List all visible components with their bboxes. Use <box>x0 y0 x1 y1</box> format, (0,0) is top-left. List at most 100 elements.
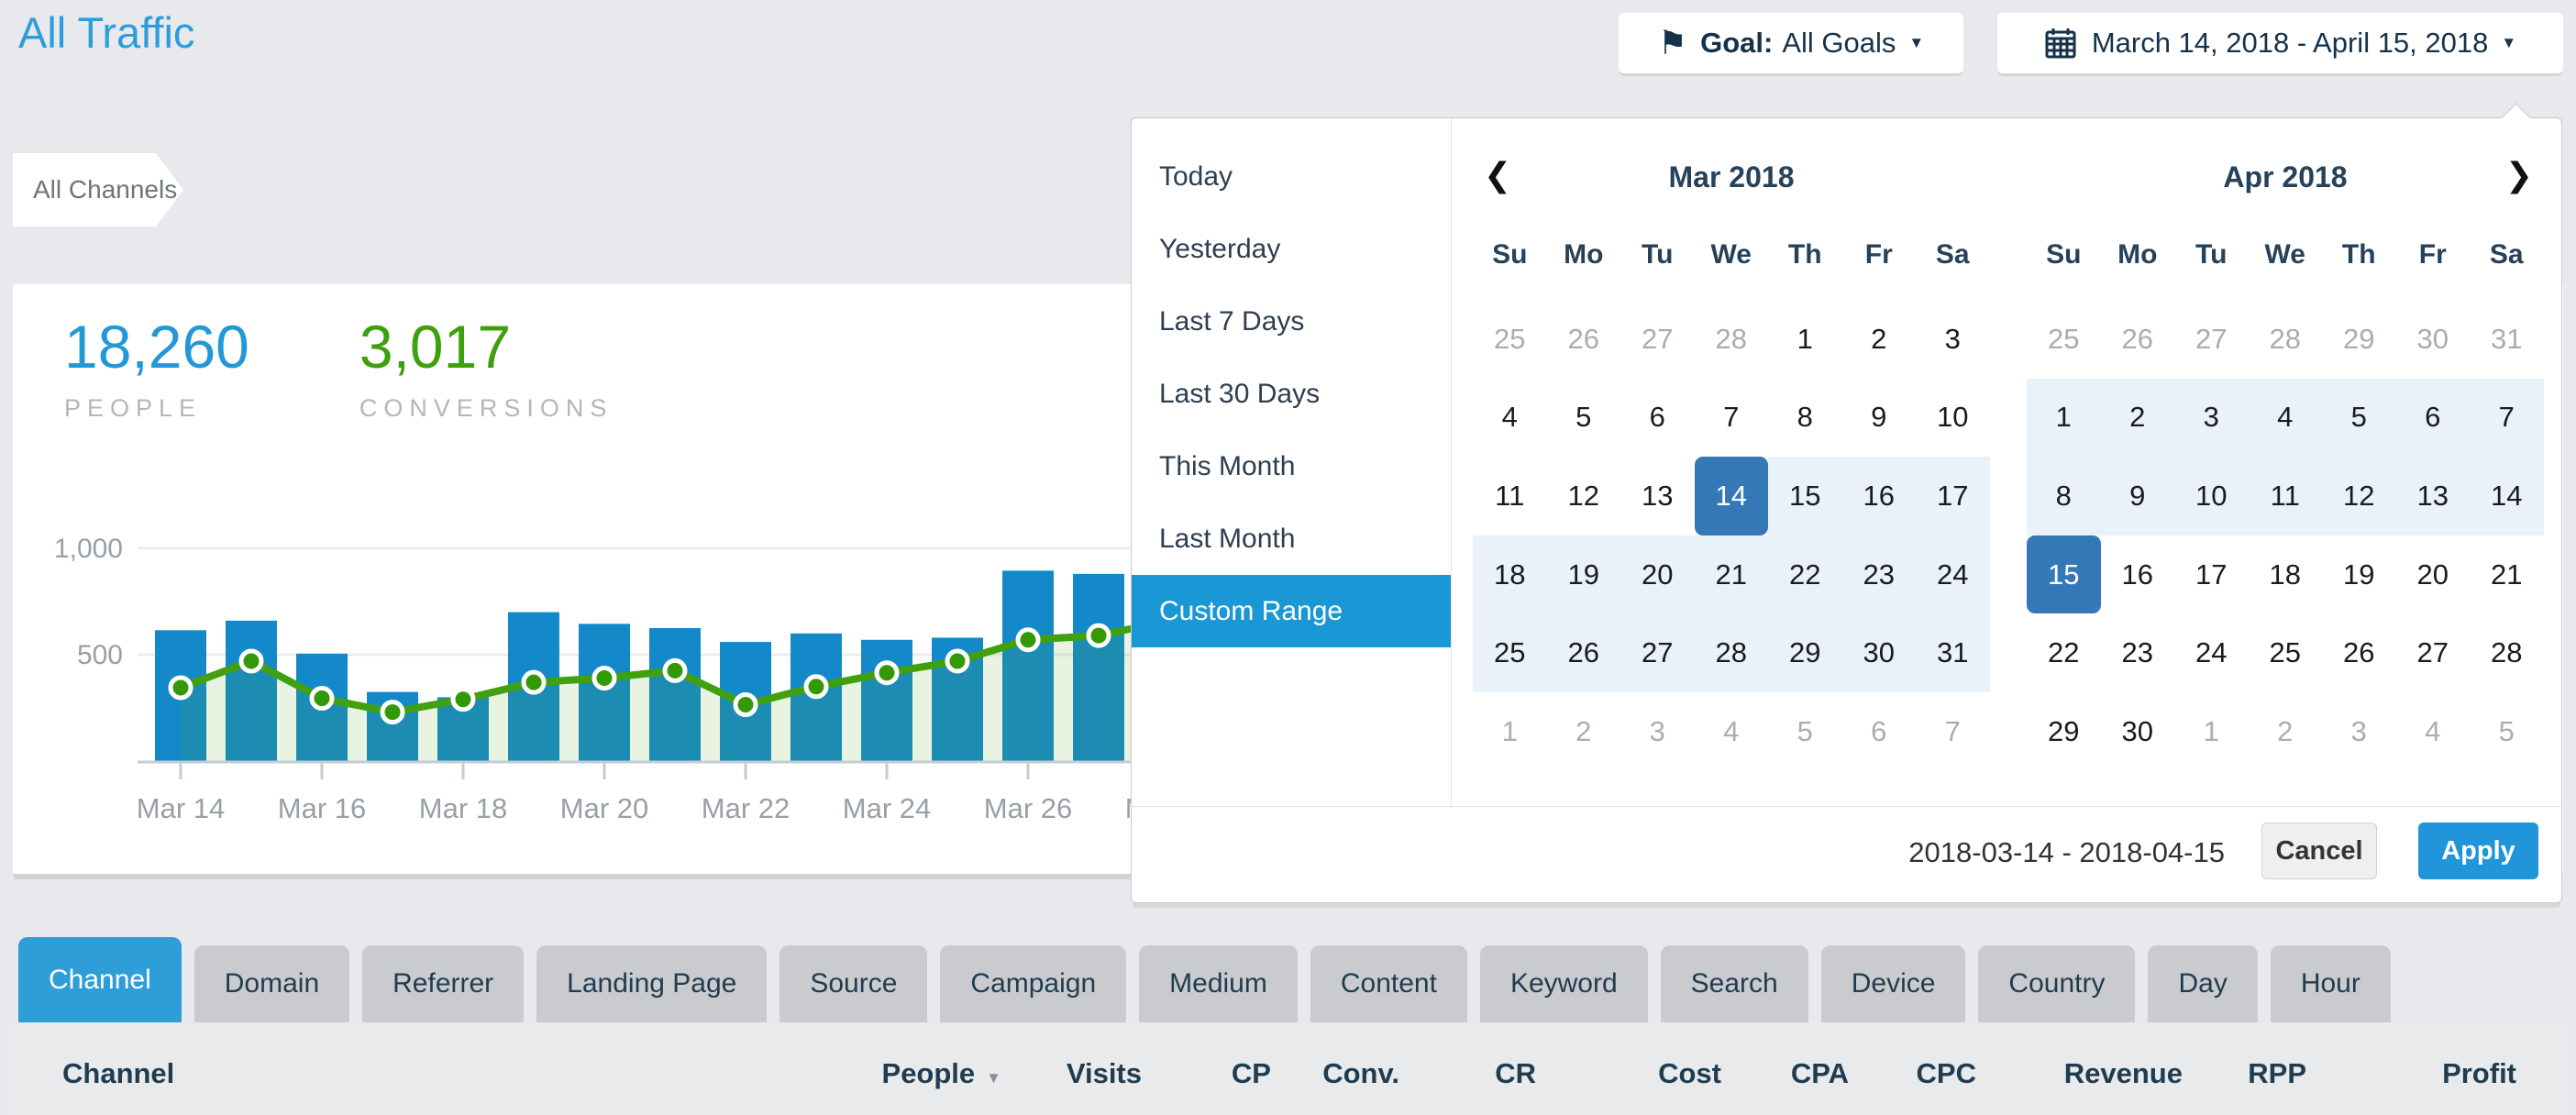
calendar-day[interactable]: 1 <box>1501 714 1518 747</box>
tab-day[interactable]: Day <box>2148 945 2258 1022</box>
calendar-day[interactable]: 14 <box>2470 457 2544 535</box>
calendar-day[interactable]: 1 <box>1797 322 1813 355</box>
calendar-day[interactable]: 4 <box>1723 714 1740 747</box>
preset-today[interactable]: Today <box>1159 160 1233 192</box>
conversions-point[interactable] <box>733 692 758 718</box>
calendar-day[interactable]: 29 <box>2048 714 2080 747</box>
chart-bar[interactable] <box>649 628 701 761</box>
conversions-point[interactable] <box>521 669 547 695</box>
calendar-day[interactable]: 11 <box>1495 479 1525 512</box>
calendar-day[interactable]: 21 <box>2491 558 2523 591</box>
calendar-day[interactable]: 9 <box>1871 401 1887 434</box>
calendar-day[interactable]: 11 <box>2248 457 2322 535</box>
calendar-day[interactable]: 5 <box>2322 378 2396 458</box>
calendar-day[interactable]: 13 <box>1642 479 1674 512</box>
calendar-day[interactable]: 22 <box>1768 535 1842 614</box>
calendar-day[interactable]: 30 <box>2121 714 2153 747</box>
column-header-cp[interactable]: CP <box>1231 1057 1271 1089</box>
calendar-day[interactable]: 28 <box>1715 322 1747 355</box>
calendar-day[interactable]: 13 <box>2395 457 2470 535</box>
calendar-day[interactable]: 5 <box>2498 714 2515 747</box>
conversions-point[interactable] <box>874 660 900 686</box>
tab-domain[interactable]: Domain <box>193 945 350 1022</box>
column-header-channel[interactable]: Channel <box>62 1057 175 1089</box>
conversions-point[interactable] <box>945 648 970 674</box>
calendar-day[interactable]: 25 <box>2048 322 2080 355</box>
tab-device[interactable]: Device <box>1820 945 1966 1022</box>
conversions-point[interactable] <box>380 700 405 725</box>
calendar-day[interactable]: 12 <box>2322 457 2396 535</box>
calendar-day[interactable]: 25 <box>1473 613 1547 692</box>
calendar-day[interactable]: 30 <box>1841 613 1916 692</box>
calendar-day[interactable]: 2 <box>2277 714 2294 747</box>
preset-this-month[interactable]: This Month <box>1159 450 1296 481</box>
calendar-day[interactable]: 5 <box>1575 401 1592 434</box>
conversions-point[interactable] <box>1015 627 1041 653</box>
apply-button[interactable]: Apply <box>2418 822 2538 879</box>
calendar-day[interactable]: 23 <box>1841 535 1916 614</box>
tab-referrer[interactable]: Referrer <box>362 945 525 1022</box>
calendar-day[interactable]: 19 <box>2343 558 2375 591</box>
tab-channel[interactable]: Channel <box>18 937 182 1022</box>
chart-bar[interactable] <box>579 624 630 761</box>
calendar-day[interactable]: 3 <box>1649 714 1665 747</box>
calendar-day[interactable]: 26 <box>1567 322 1599 355</box>
column-header-revenue[interactable]: Revenue <box>2063 1057 2183 1089</box>
calendar-day[interactable]: 31 <box>2491 322 2523 355</box>
chart-bar[interactable] <box>861 639 912 761</box>
conversions-point[interactable] <box>591 666 617 691</box>
cancel-button[interactable]: Cancel <box>2261 822 2377 879</box>
calendar-day[interactable]: 3 <box>2350 714 2367 747</box>
preset-last-30-days[interactable]: Last 30 Days <box>1159 378 1321 409</box>
chart-bar[interactable] <box>1002 570 1054 761</box>
tab-keyword[interactable]: Keyword <box>1479 945 1648 1022</box>
calendar-day[interactable]: 24 <box>2195 636 2228 669</box>
calendar-day[interactable]: 26 <box>2343 636 2375 669</box>
calendar-day[interactable]: 31 <box>1916 613 1990 692</box>
calendar-day[interactable]: 26 <box>1546 613 1620 692</box>
tab-campaign[interactable]: Campaign <box>940 945 1127 1022</box>
calendar-day-selected[interactable]: 14 <box>1694 457 1768 535</box>
calendar-day[interactable]: 29 <box>2343 322 2375 355</box>
calendar-day[interactable]: 4 <box>2248 378 2322 458</box>
calendar-day[interactable]: 27 <box>1642 322 1674 355</box>
prev-month-icon[interactable]: ❮ <box>1484 156 1512 193</box>
calendar-day[interactable]: 16 <box>2121 558 2153 591</box>
column-header-visits[interactable]: Visits <box>1066 1057 1142 1089</box>
tab-medium[interactable]: Medium <box>1139 945 1298 1022</box>
calendar-day[interactable]: 28 <box>1694 613 1768 692</box>
calendar-day[interactable]: 8 <box>1797 401 1813 434</box>
filter-tag-all-channels[interactable]: All Channels <box>13 153 183 226</box>
calendar-day[interactable]: 15 <box>1768 457 1842 535</box>
calendar-day[interactable]: 6 <box>1649 401 1665 434</box>
date-range-button[interactable]: March 14, 2018 - April 15, 2018 ▼ <box>1997 13 2563 73</box>
tab-landing-page[interactable]: Landing Page <box>536 945 768 1022</box>
calendar-day[interactable]: 8 <box>2027 457 2101 535</box>
calendar-day[interactable]: 5 <box>1797 714 1813 747</box>
tab-country[interactable]: Country <box>1978 945 2136 1022</box>
calendar-day[interactable]: 2 <box>1871 322 1887 355</box>
conversions-point[interactable] <box>662 657 688 683</box>
conversions-point[interactable] <box>803 674 829 700</box>
calendar-day[interactable]: 10 <box>1937 401 1969 434</box>
calendar-day[interactable]: 7 <box>1723 401 1740 434</box>
calendar-day[interactable]: 27 <box>2416 636 2449 669</box>
calendar-day[interactable]: 4 <box>2425 714 2441 747</box>
calendar-day[interactable]: 21 <box>1694 535 1768 614</box>
calendar-day[interactable]: 3 <box>1944 322 1961 355</box>
next-month-icon[interactable]: ❯ <box>2504 156 2533 193</box>
chart-bar[interactable] <box>226 620 277 761</box>
column-header-cpa[interactable]: CPA <box>1790 1057 1849 1089</box>
chart-bar[interactable] <box>1073 573 1124 761</box>
goal-selector-button[interactable]: ⚑ Goal: All Goals ▼ <box>1619 13 1963 73</box>
calendar-day[interactable]: 20 <box>1620 535 1695 614</box>
calendar-day[interactable]: 28 <box>2491 636 2523 669</box>
calendar-day[interactable]: 7 <box>2470 378 2544 458</box>
preset-last-7-days[interactable]: Last 7 Days <box>1159 305 1305 337</box>
calendar-day[interactable]: 29 <box>1768 613 1842 692</box>
calendar-day[interactable]: 18 <box>1473 535 1547 614</box>
column-header-profit[interactable]: Profit <box>2442 1057 2516 1089</box>
calendar-day[interactable]: 2 <box>1575 714 1592 747</box>
calendar-day[interactable]: 17 <box>2195 558 2228 591</box>
calendar-day[interactable]: 3 <box>2174 378 2249 458</box>
